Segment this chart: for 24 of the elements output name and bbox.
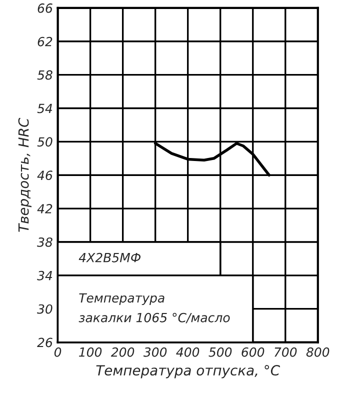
x-tick-label: 500 (208, 347, 232, 357)
y-tick-label: 26 (37, 338, 52, 348)
x-tick-label: 300 (143, 347, 167, 357)
x-tick-label: 0 (54, 347, 62, 357)
annotation: 4Х2В5МФ (78, 252, 141, 262)
y-tick-label: 46 (37, 170, 52, 180)
y-tick-label: 30 (37, 304, 52, 314)
annotation: Температура закалки 1065 °С/масло (78, 293, 230, 324)
x-tick-label: 200 (110, 347, 134, 357)
x-tick-label: 700 (274, 347, 297, 357)
y-axis-title: Твердость, HRC (18, 118, 32, 232)
x-axis-title: Температура отпуска, °С (96, 365, 280, 378)
y-tick-label: 42 (37, 204, 52, 214)
x-tick-label: 600 (242, 347, 264, 357)
x-tick-label: 800 (306, 347, 330, 357)
x-tick-label: 100 (78, 347, 102, 357)
y-tick-label: 38 (37, 237, 52, 247)
y-tick-label: 34 (37, 270, 52, 280)
x-tick-label: 400 (176, 347, 200, 357)
y-tick-label: 50 (37, 137, 52, 147)
y-tick-label: 54 (37, 104, 52, 114)
y-tick-label: 62 (38, 36, 52, 46)
y-tick-label: 66 (38, 3, 52, 13)
y-tick-label: 58 (37, 70, 52, 80)
